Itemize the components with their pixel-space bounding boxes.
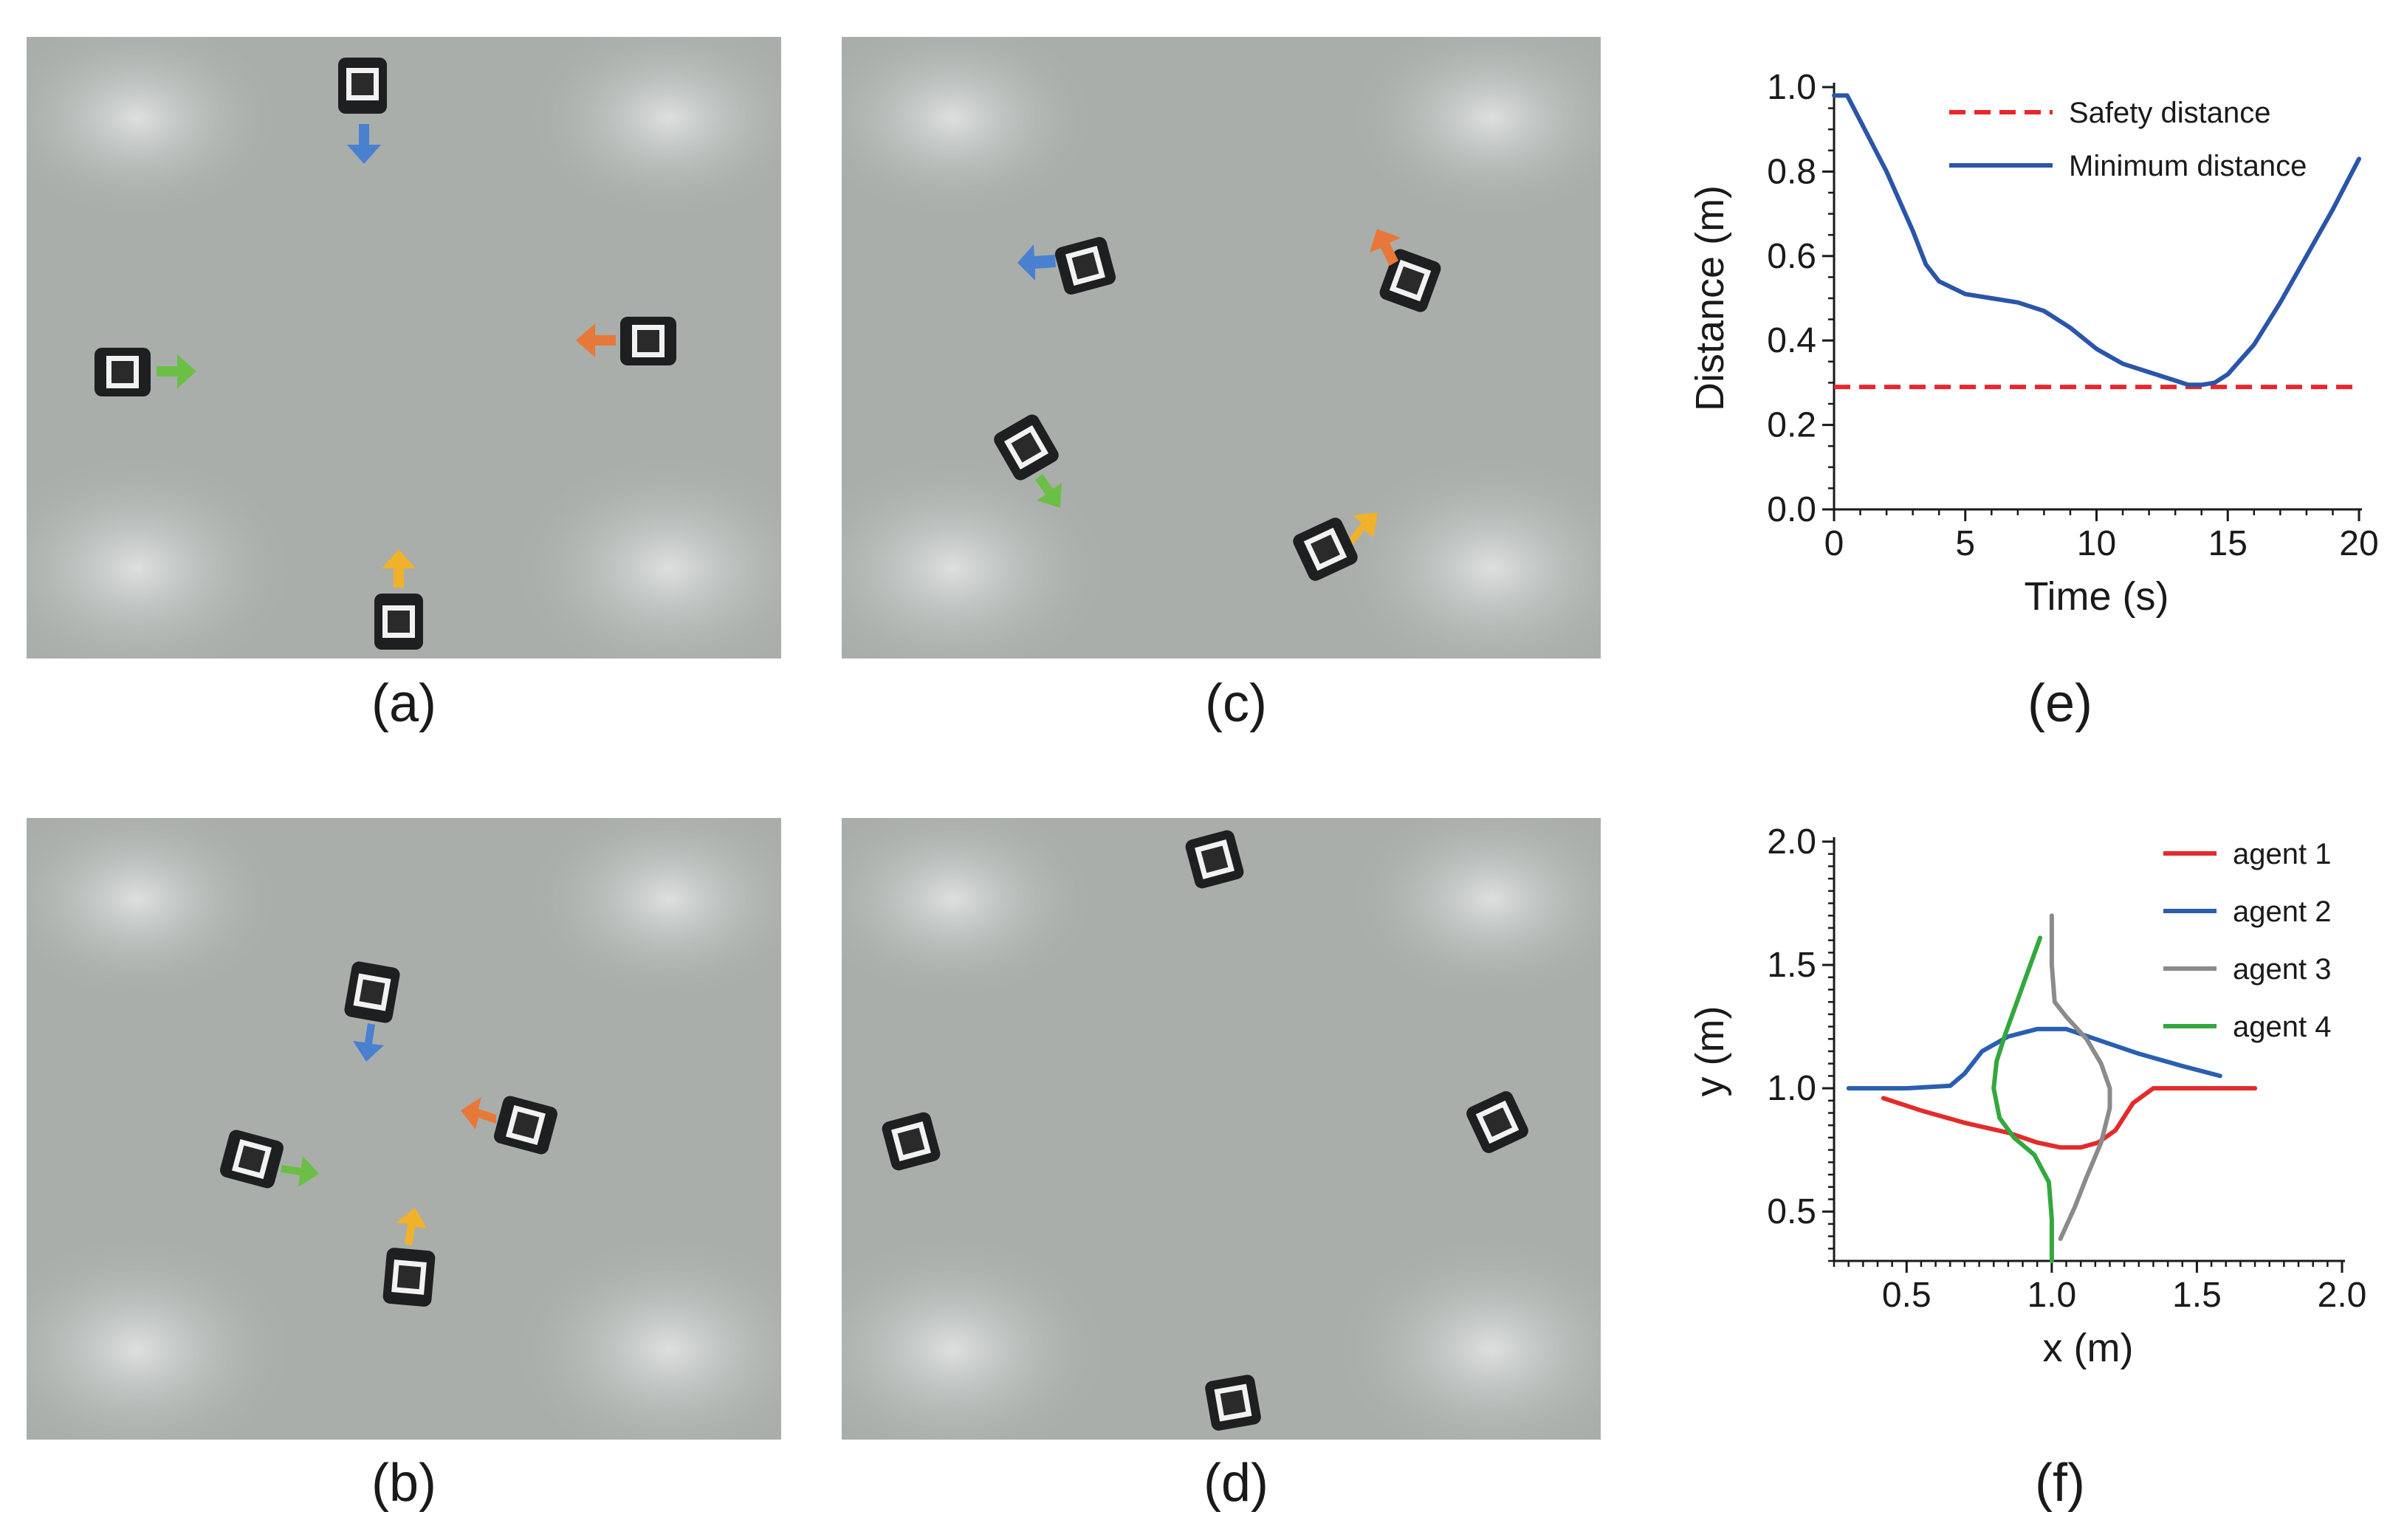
series-line-agent-2 (1846, 1026, 2222, 1091)
y-tick-label: 0.8 (1767, 152, 1816, 191)
arrow-yellow (382, 549, 416, 588)
x-tick-label: 0.5 (1882, 1276, 1932, 1315)
photo-scene-b (27, 818, 781, 1440)
photo-panel-b (27, 818, 781, 1440)
arrow-blue (353, 1023, 384, 1062)
arrow-blue (1017, 244, 1056, 281)
legend-entry: Safety distance (2069, 97, 2271, 129)
caption-f: (f) (2035, 1454, 2085, 1513)
robot-right (1466, 1091, 1528, 1153)
robot-right (620, 317, 676, 365)
chart-f-trajectories: 0.5 1.0 1.5 2.0 0.5 1.0 1.5 2.0 x (m) y (m) agent … (1691, 822, 2367, 1370)
robot-left (95, 348, 151, 396)
caption-e: (e) (2027, 674, 2092, 733)
arrow-yellow (1350, 512, 1378, 545)
photo-panel-a (27, 37, 781, 659)
y-tick-label: 0.4 (1767, 321, 1816, 360)
series-line-agent-1 (1881, 1086, 2258, 1150)
arrow-green (157, 354, 196, 388)
photo-scene-d (842, 818, 1601, 1440)
x-tick-label: 15 (2208, 524, 2248, 563)
robot-bottom (374, 594, 423, 650)
caption-d: (d) (1204, 1454, 1268, 1513)
robot-left (882, 1112, 941, 1171)
legend-entry: agent 1 (2233, 838, 2331, 870)
x-tick-label: 1.0 (2027, 1276, 2076, 1315)
y-tick-label: 0.0 (1767, 490, 1816, 529)
y-tick-label: 2.0 (1767, 822, 1816, 862)
x-tick-label: 5 (1955, 524, 1975, 563)
legend-entry: agent 2 (2233, 896, 2331, 928)
robot-bottom (1205, 1375, 1261, 1431)
arrow-green (281, 1156, 319, 1187)
series-line-agent-3 (2049, 913, 2112, 1241)
chart-e-distance: 0 5 10 15 20 0.0 0.2 0.4 0.6 0.8 1.0 Time (s) Distan… (1691, 68, 2379, 619)
x-tick-label: 1.5 (2172, 1276, 2222, 1315)
caption-b: (b) (371, 1454, 436, 1513)
caption-c: (c) (1205, 674, 1267, 733)
legend-entry: agent 3 (2233, 953, 2331, 986)
robot-orange-agent (494, 1096, 557, 1155)
y-axis-label: y (m) (1691, 1006, 1732, 1097)
arrow-blue (347, 124, 381, 164)
x-tick-label: 10 (2077, 524, 2116, 563)
series-line-minimum-distance (1832, 93, 2361, 388)
series-line-agent-4 (1991, 935, 2054, 1263)
arrow-green (1035, 474, 1062, 508)
photo-scene-a (27, 37, 781, 659)
x-tick-label: 0 (1824, 524, 1844, 563)
y-tick-label: 0.2 (1767, 406, 1816, 445)
x-axis-label: x (m) (2043, 1326, 2134, 1370)
y-axis-label: Distance (m) (1691, 185, 1732, 411)
robot-green-agent (220, 1130, 284, 1189)
x-tick-label: 2.0 (2318, 1276, 2367, 1315)
legend-entry: Minimum distance (2069, 150, 2307, 182)
caption-a: (a) (371, 674, 436, 733)
y-tick-label: 1.0 (1767, 1069, 1816, 1108)
robot-yellow-agent (382, 1248, 436, 1307)
y-tick-label: 0.6 (1767, 237, 1816, 276)
robot-top (1185, 830, 1244, 889)
photo-scene-c (842, 37, 1601, 659)
arrow-orange (576, 323, 616, 357)
robot-blue-agent (344, 961, 400, 1023)
arrow-yellow (396, 1208, 427, 1246)
arrow-orange (1370, 229, 1401, 266)
robot-orange-agent (1379, 249, 1441, 312)
robot-blue-agent (1054, 237, 1116, 295)
arrow-orange (461, 1097, 496, 1130)
photo-panel-d (842, 818, 1601, 1440)
y-tick-label: 0.5 (1767, 1192, 1816, 1231)
y-tick-label: 1.5 (1767, 946, 1816, 985)
photo-panel-c (842, 37, 1601, 659)
legend-entry: agent 4 (2233, 1011, 2331, 1043)
x-axis-label: Time (s) (2025, 574, 2169, 619)
robot-top (338, 58, 387, 114)
robot-green-agent (994, 414, 1059, 481)
robot-yellow-agent (1293, 518, 1358, 581)
x-tick-label: 20 (2339, 524, 2378, 563)
y-tick-label: 1.0 (1767, 68, 1816, 107)
